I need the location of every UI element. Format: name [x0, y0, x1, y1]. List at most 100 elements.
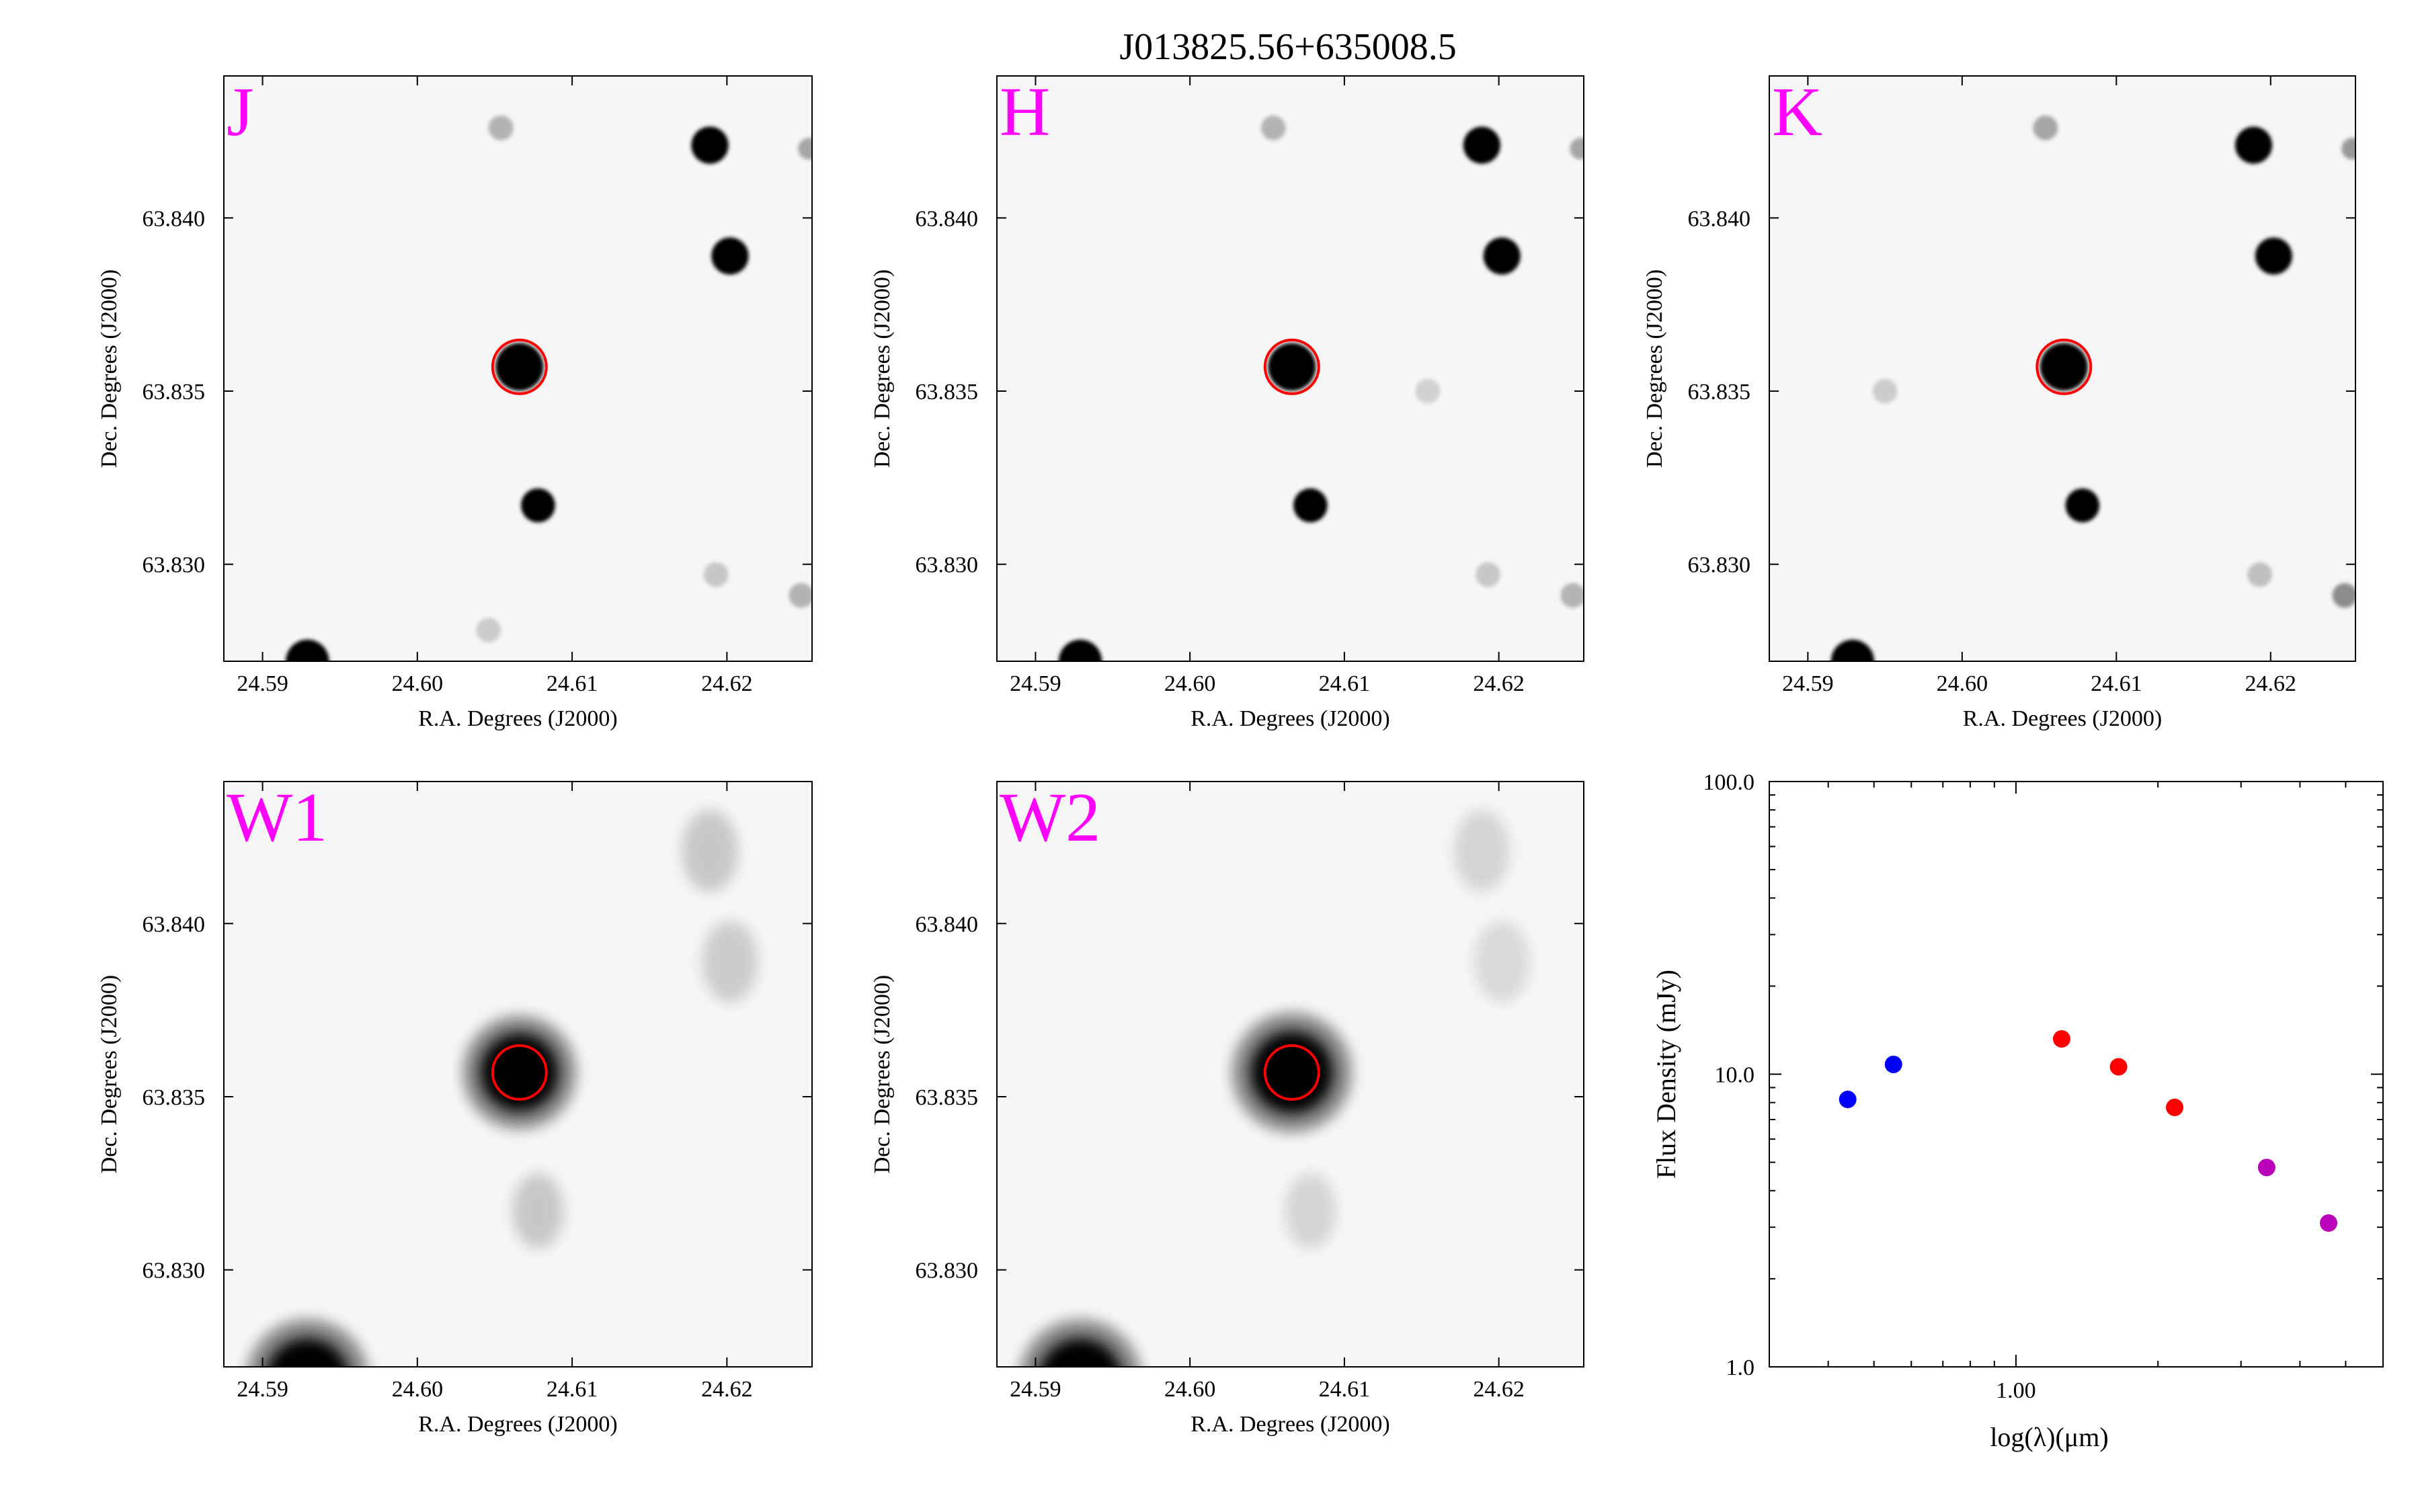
- source: [703, 562, 729, 587]
- source: [1250, 1031, 1333, 1114]
- source: [1285, 1173, 1336, 1249]
- source: [512, 1173, 564, 1249]
- source: [2040, 343, 2088, 391]
- band-label: K: [1772, 73, 1822, 151]
- panels: 24.59 24.60 24.61 24.62 63.830 63.835 63.840 R.…: [97, 73, 2384, 1452]
- panel-w1: 24.59 24.60 24.61 24.62 63.830 63.835 63.840 R.…: [97, 779, 813, 1437]
- x-axis-label: R.A. Degrees (J2000): [418, 1412, 618, 1437]
- band-label: J: [227, 73, 253, 151]
- data-point: [2257, 1159, 2275, 1177]
- source: [798, 138, 812, 160]
- y-tick-label: 63.835: [916, 380, 979, 405]
- data-point: [2166, 1098, 2184, 1116]
- y-tick-label: 63.830: [916, 1259, 979, 1284]
- x-tick-label: 24.62: [701, 1377, 753, 1402]
- source: [476, 618, 501, 643]
- target-marker: [1263, 1044, 1320, 1101]
- source: [1058, 639, 1102, 661]
- source: [789, 583, 812, 608]
- x-axis-label: R.A. Degrees (J2000): [1191, 1412, 1390, 1437]
- source: [1293, 488, 1328, 523]
- y-axis-label: Dec. Degrees (J2000): [97, 269, 122, 468]
- source: [1474, 921, 1530, 1003]
- source: [2033, 115, 2058, 140]
- image-w2: [997, 782, 1584, 1367]
- x-tick-label: 24.59: [1010, 1377, 1061, 1402]
- y-tick-label: 63.835: [143, 380, 206, 405]
- x-axis-label: R.A. Degrees (J2000): [1191, 706, 1390, 731]
- source: [2065, 488, 2100, 523]
- x-tick-label: 24.60: [392, 671, 444, 696]
- source: [2235, 126, 2273, 164]
- x-tick-label: 24.60: [1164, 671, 1216, 696]
- source: [1260, 115, 1286, 140]
- x-tick-label: 24.59: [237, 1377, 288, 1402]
- target-marker: [1263, 338, 1320, 395]
- image-w1: [224, 782, 812, 1367]
- image-h: [997, 76, 1584, 661]
- x-tick-label: 24.60: [1937, 671, 1988, 696]
- figure-title: J013825.56+635008.5: [1119, 26, 1456, 68]
- source: [488, 115, 514, 140]
- y-axis-label: Flux Density (mJy): [1651, 970, 1681, 1179]
- band-label: W1: [227, 779, 327, 856]
- axes-frame: [223, 781, 813, 1368]
- axes-frame: [996, 781, 1584, 1368]
- y-tick-label: 63.840: [916, 206, 979, 231]
- y-tick-label: 63.835: [143, 1085, 206, 1110]
- image-k: [1769, 76, 2355, 661]
- band-label: H: [1000, 73, 1050, 151]
- x-tick-label: 24.59: [237, 671, 288, 696]
- y-axis-label: Dec. Degrees (J2000): [870, 269, 895, 468]
- source: [2255, 237, 2292, 275]
- y-tick-label: 100.0: [1703, 770, 1755, 795]
- x-tick-label: 24.61: [1319, 671, 1371, 696]
- source: [286, 639, 329, 661]
- source: [1872, 378, 1898, 404]
- x-axis-label: R.A. Degrees (J2000): [418, 706, 618, 731]
- panel-sed: 1.0 10.0 100.0 1.00 log(λ)(μm) Flux Density (…: [1651, 770, 2384, 1452]
- x-tick-label: 24.60: [392, 1377, 444, 1402]
- source: [1268, 343, 1316, 391]
- data-point: [2320, 1214, 2338, 1232]
- source: [711, 237, 749, 275]
- target-marker: [491, 1044, 548, 1101]
- y-tick-label: 63.835: [1688, 380, 1751, 405]
- y-tick-label: 63.840: [143, 206, 206, 231]
- y-tick-label: 10.0: [1715, 1063, 1755, 1088]
- y-tick-label: 63.840: [143, 912, 206, 937]
- x-tick-label: 24.59: [1782, 671, 1834, 696]
- axes-frame: [1769, 75, 2356, 662]
- x-tick-label: 24.62: [1473, 1377, 1525, 1402]
- source: [2247, 562, 2273, 587]
- y-axis-label: Dec. Degrees (J2000): [1642, 269, 1667, 468]
- y-tick-label: 63.830: [1688, 553, 1751, 578]
- source: [521, 488, 555, 523]
- source: [691, 126, 729, 164]
- image-j: [224, 76, 812, 661]
- data-point: [1884, 1055, 1902, 1073]
- x-tick-label: 1.00: [1996, 1378, 2036, 1403]
- target-marker: [491, 338, 548, 395]
- source: [2332, 583, 2355, 608]
- data-point: [1839, 1091, 1857, 1109]
- y-tick-label: 63.840: [1688, 206, 1751, 231]
- axes-frame: [996, 75, 1584, 662]
- y-axis-label: Dec. Degrees (J2000): [870, 975, 895, 1174]
- x-tick-label: 24.62: [2245, 671, 2297, 696]
- x-tick-label: 24.62: [701, 671, 753, 696]
- y-tick-label: 63.840: [916, 912, 979, 937]
- axes-frame: [223, 75, 813, 662]
- target-marker: [2035, 338, 2093, 395]
- y-tick-label: 1.0: [1726, 1355, 1755, 1380]
- source: [1476, 562, 1500, 587]
- source: [495, 343, 544, 391]
- x-tick-label: 24.60: [1164, 1377, 1216, 1402]
- source: [1830, 639, 1875, 661]
- y-tick-label: 63.830: [143, 1259, 206, 1284]
- panel-j: 24.59 24.60 24.61 24.62 63.830 63.835 63.840 R.…: [97, 73, 813, 731]
- x-tick-label: 24.61: [1319, 1377, 1371, 1402]
- source: [1040, 1338, 1121, 1367]
- x-tick-label: 24.62: [1473, 671, 1525, 696]
